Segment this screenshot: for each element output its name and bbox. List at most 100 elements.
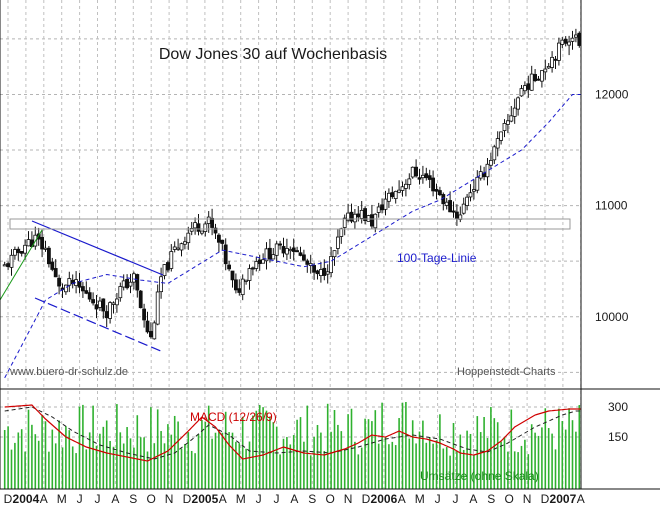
candle-body <box>125 278 129 289</box>
candle-body <box>407 178 412 185</box>
candle-body <box>240 278 245 296</box>
candle-body <box>43 247 48 250</box>
candle-body <box>465 196 470 206</box>
x-tick-label: A <box>577 492 585 506</box>
candle-body <box>342 217 347 228</box>
candle-body <box>64 284 68 293</box>
candle-body <box>502 123 507 131</box>
x-tick-label: J <box>453 492 459 506</box>
candle-body <box>543 68 548 73</box>
candle-body <box>162 264 167 277</box>
price-panel <box>0 28 582 379</box>
chart-title: Dow Jones 30 auf Wochenbasis <box>159 46 387 63</box>
grid-layer <box>0 0 582 489</box>
candle-body <box>332 250 337 258</box>
x-tick-label: M <box>236 492 246 506</box>
candle-body <box>305 260 310 265</box>
x-tick-label: A <box>398 492 406 506</box>
candle-body <box>488 159 493 166</box>
candle-body <box>492 146 497 161</box>
candle-body <box>444 201 449 206</box>
candle-body <box>26 239 31 247</box>
y-tick-label: 10000 <box>595 310 629 324</box>
candle-body <box>451 210 456 213</box>
x-tick-label: O <box>147 492 156 506</box>
candle-body <box>312 265 317 273</box>
candle-body <box>475 176 480 191</box>
y-tick-label: 12000 <box>595 87 629 101</box>
candle-body <box>414 166 419 177</box>
candle-body <box>505 120 510 125</box>
candle-body <box>247 268 252 281</box>
candle-body <box>203 223 208 232</box>
candle-body <box>145 320 150 333</box>
candle-body <box>159 276 164 293</box>
candle-body <box>91 299 95 304</box>
candle-body <box>577 32 582 46</box>
candle-body <box>19 251 24 254</box>
candle-body <box>339 228 344 237</box>
candle-body <box>227 264 232 270</box>
candle-body <box>471 189 476 192</box>
candle-body <box>118 286 123 299</box>
candle-body <box>261 259 266 264</box>
x-tick-label: N <box>523 492 532 506</box>
candle-body <box>431 177 436 192</box>
candle-body <box>448 200 453 213</box>
candle-body <box>108 302 112 319</box>
support-zone-box <box>9 218 571 230</box>
candle-body <box>36 233 41 240</box>
candle-body <box>410 166 415 178</box>
x-tick-label: 2006 <box>371 492 398 506</box>
candle-body <box>560 39 565 45</box>
candle-body <box>424 173 429 179</box>
candle-body <box>104 311 109 319</box>
signal-line <box>4 406 581 460</box>
candle-body <box>223 244 228 265</box>
candle-body <box>199 230 204 234</box>
candle-body <box>325 271 330 275</box>
candle-body <box>271 254 276 260</box>
macd-label: MACD (12/26/9) <box>190 410 277 424</box>
x-tick-label: J <box>274 492 280 506</box>
x-tick-label: M <box>415 492 425 506</box>
candle-body <box>94 304 99 310</box>
candle-body <box>135 274 140 291</box>
candle-body <box>111 302 116 305</box>
candle-body <box>427 175 432 180</box>
candle-body <box>380 204 385 211</box>
candle-body <box>12 249 17 256</box>
candle-body <box>417 177 422 180</box>
candle-body <box>182 241 187 245</box>
candle-body <box>366 215 371 222</box>
candle-body <box>98 300 102 308</box>
x-tick-label: O <box>326 492 335 506</box>
candle-body <box>101 298 106 312</box>
candle-body <box>254 261 259 269</box>
candle-body <box>386 192 391 202</box>
x-tick-label: J <box>435 492 441 506</box>
candle-body <box>81 286 85 292</box>
x-tick-label: D <box>541 492 550 506</box>
candle-body <box>567 41 571 46</box>
candle-body <box>329 255 334 274</box>
x-tick-label: M <box>57 492 67 506</box>
candle-body <box>189 228 194 232</box>
candle-body <box>233 279 238 291</box>
macd-line <box>4 404 581 462</box>
macd-panel <box>3 402 581 489</box>
x-tick-label: S <box>129 492 137 506</box>
candle-body <box>176 247 181 250</box>
candle-body <box>196 223 201 232</box>
candle-body <box>485 163 490 178</box>
candle-body <box>376 206 381 213</box>
candle-body <box>437 190 442 196</box>
x-tick-label: D <box>362 492 371 506</box>
candle-body <box>397 189 402 193</box>
candle-body <box>244 279 249 282</box>
candle-body <box>468 192 473 198</box>
candle-body <box>288 249 293 252</box>
candle-body <box>165 262 170 271</box>
